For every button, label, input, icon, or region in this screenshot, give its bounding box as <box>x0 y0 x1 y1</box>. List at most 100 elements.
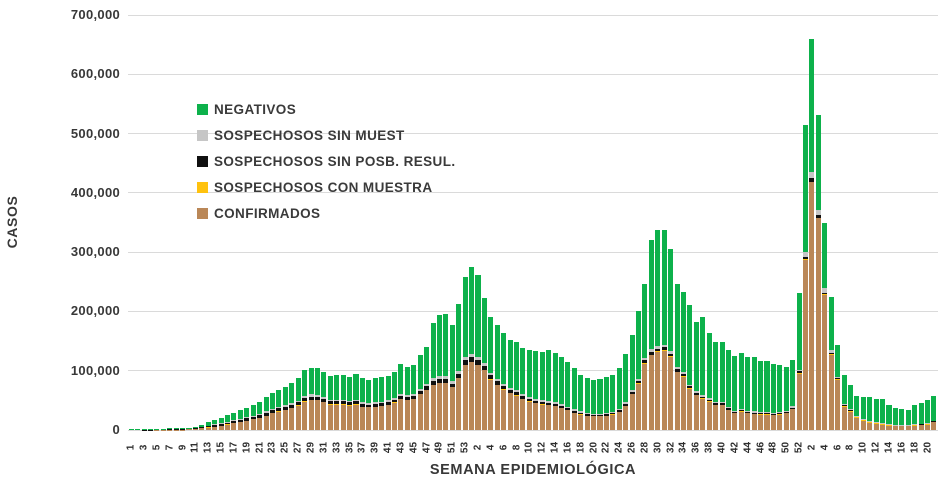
bar-segment-sospechosos-sin-muest <box>462 356 468 360</box>
bar-segment-sospechosos-sin-muest <box>436 376 442 380</box>
legend-swatch-icon <box>197 155 208 167</box>
bar-segment-negativos <box>847 385 853 410</box>
bar-segment-sospechosos-sin-posb-resul <box>494 381 500 385</box>
bar-segment-sospechosos-sin-posb-resul <box>192 428 198 429</box>
bar-year3-week-21 <box>931 15 937 430</box>
bar-segment-sospechosos-sin-muest <box>385 400 391 403</box>
x-axis-title: SEMANA EPIDEMIOLÓGICA <box>429 462 637 478</box>
bar-segment-confirmados <box>436 383 442 430</box>
x-tick-label: 18 <box>909 441 921 454</box>
bar-segment-sospechosos-sin-posb-resul <box>764 413 770 415</box>
bar-year3-week-4: 4 <box>819 15 830 450</box>
bar-segment-sospechosos-sin-posb-resul <box>302 397 308 402</box>
bar-segment-sospechosos-sin-posb-resul <box>623 403 629 407</box>
bar-segment-sospechosos-sin-muest <box>225 421 231 423</box>
bar-segment-negativos <box>186 427 192 429</box>
bar-segment-negativos <box>713 342 719 402</box>
legend-item-negativos: NEGATIVOS <box>197 96 456 122</box>
bar-segment-negativos <box>758 361 764 412</box>
bar-segment-confirmados <box>802 259 809 430</box>
bar-year2-week-50: 50 <box>781 15 792 453</box>
bar-segment-confirmados <box>790 409 796 430</box>
bar-segment-sospechosos-sin-muest <box>668 351 674 354</box>
legend: NEGATIVOS SOSPECHOSOS SIN MUEST SOSPECHOSO… <box>197 96 456 226</box>
bar-segment-sospechosos-sin-muest <box>475 356 481 360</box>
bar-year3-week-15 <box>892 15 898 430</box>
bar-year2-week-14: 14 <box>550 15 561 453</box>
bar-segment-sospechosos-sin-posb-resul <box>391 399 398 403</box>
y-tick-label-100000: 100,000 <box>70 362 120 378</box>
bar-year1-week-29: 29 <box>306 15 317 453</box>
bar-segment-confirmados <box>610 414 616 430</box>
bar-segment-sospechosos-sin-posb-resul <box>732 411 738 414</box>
bar-year1-week-4 <box>147 15 153 430</box>
bar-segment-confirmados <box>359 406 365 430</box>
bar-segment-negativos <box>802 124 809 253</box>
bar-segment-sospechosos-sin-posb-resul <box>719 403 725 405</box>
bar-segment-confirmados <box>867 422 873 430</box>
legend-label: SOSPECHOSOS SIN MUEST <box>214 127 405 143</box>
bar-segment-sospechosos-con-muestra <box>815 217 821 219</box>
bar-year2-week-13 <box>545 15 552 430</box>
bar-year2-week-51 <box>789 15 796 430</box>
bar-segment-confirmados <box>353 404 359 430</box>
bar-segment-confirmados <box>514 395 520 430</box>
bar-segment-confirmados <box>199 428 205 430</box>
bar-segment-sospechosos-sin-posb-resul <box>546 402 552 405</box>
bar-segment-sospechosos-sin-muest <box>725 407 731 409</box>
bar-segment-sospechosos-sin-posb-resul <box>790 407 796 409</box>
x-tick-label: 30 <box>652 441 664 454</box>
bar-segment-confirmados <box>295 405 301 430</box>
bar-segment-sospechosos-sin-posb-resul <box>648 352 654 356</box>
bar-segment-confirmados <box>565 410 571 430</box>
bar-year2-week-15 <box>558 15 564 430</box>
bar-segment-sospechosos-sin-posb-resul <box>289 404 295 408</box>
bar-segment-negativos <box>417 355 423 389</box>
bar-segment-negativos <box>719 342 725 402</box>
bar-year2-week-17 <box>571 15 577 430</box>
bar-year2-week-36: 36 <box>691 15 702 453</box>
bar-segment-sospechosos-sin-muest <box>539 400 545 402</box>
bar-segment-sospechosos-sin-posb-resul <box>687 386 693 389</box>
bar-segment-confirmados <box>308 400 314 430</box>
x-tick-label: 52 <box>793 441 805 454</box>
bar-segment-negativos <box>250 404 256 416</box>
bar-segment-negativos <box>706 333 712 399</box>
x-tick-label: 31 <box>318 441 330 454</box>
bar-year1-week-36 <box>353 15 359 430</box>
bar-year1-week-41: 41 <box>383 15 394 453</box>
bar-segment-sospechosos-sin-posb-resul <box>449 383 455 388</box>
bar-segment-confirmados <box>591 416 597 430</box>
bar-segment-confirmados <box>340 404 346 430</box>
bar-segment-sospechosos-sin-muest <box>854 416 860 417</box>
bar-segment-confirmados <box>250 419 256 430</box>
bar-segment-sospechosos-sin-muest <box>520 394 526 397</box>
bar-year2-week-47 <box>764 15 770 430</box>
bar-year1-week-46 <box>417 15 423 430</box>
bar-segment-negativos <box>815 115 821 210</box>
bar-segment-sospechosos-sin-posb-resul <box>372 403 378 407</box>
x-tick-label: 2 <box>472 444 484 451</box>
bar-segment-sospechosos-con-muestra <box>796 373 802 374</box>
bar-year2-week-34: 34 <box>678 15 689 453</box>
bar-segment-sospechosos-con-muestra <box>809 181 815 183</box>
bar-segment-sospechosos-sin-posb-resul <box>443 379 449 383</box>
bar-segment-sospechosos-sin-muest <box>359 402 365 404</box>
bar-year2-week-16: 16 <box>562 15 573 453</box>
bar-year1-week-33: 33 <box>331 15 342 453</box>
gridline-700000 <box>128 14 938 16</box>
bar-series-container: 1 3 5 7 9 11 13 15 17 19 21 23 25 27 29 31 33 35 37 39 41 43 4… <box>126 15 938 453</box>
bar-segment-confirmados <box>366 407 372 430</box>
bar-segment-confirmados <box>623 406 629 430</box>
bar-segment-sospechosos-sin-muest <box>526 396 532 399</box>
bar-year1-week-47: 47 <box>421 15 432 453</box>
bar-segment-sospechosos-sin-posb-resul <box>616 410 622 412</box>
legend-swatch-icon <box>197 103 208 115</box>
bar-segment-sospechosos-sin-posb-resul <box>321 398 327 402</box>
bar-segment-confirmados <box>302 401 308 430</box>
bar-segment-sospechosos-sin-posb-resul <box>327 401 333 405</box>
bar-year1-week-37: 37 <box>357 15 368 453</box>
bar-year2-week-7 <box>507 15 513 430</box>
bar-segment-negativos <box>327 376 333 400</box>
bar-segment-confirmados <box>918 425 924 430</box>
